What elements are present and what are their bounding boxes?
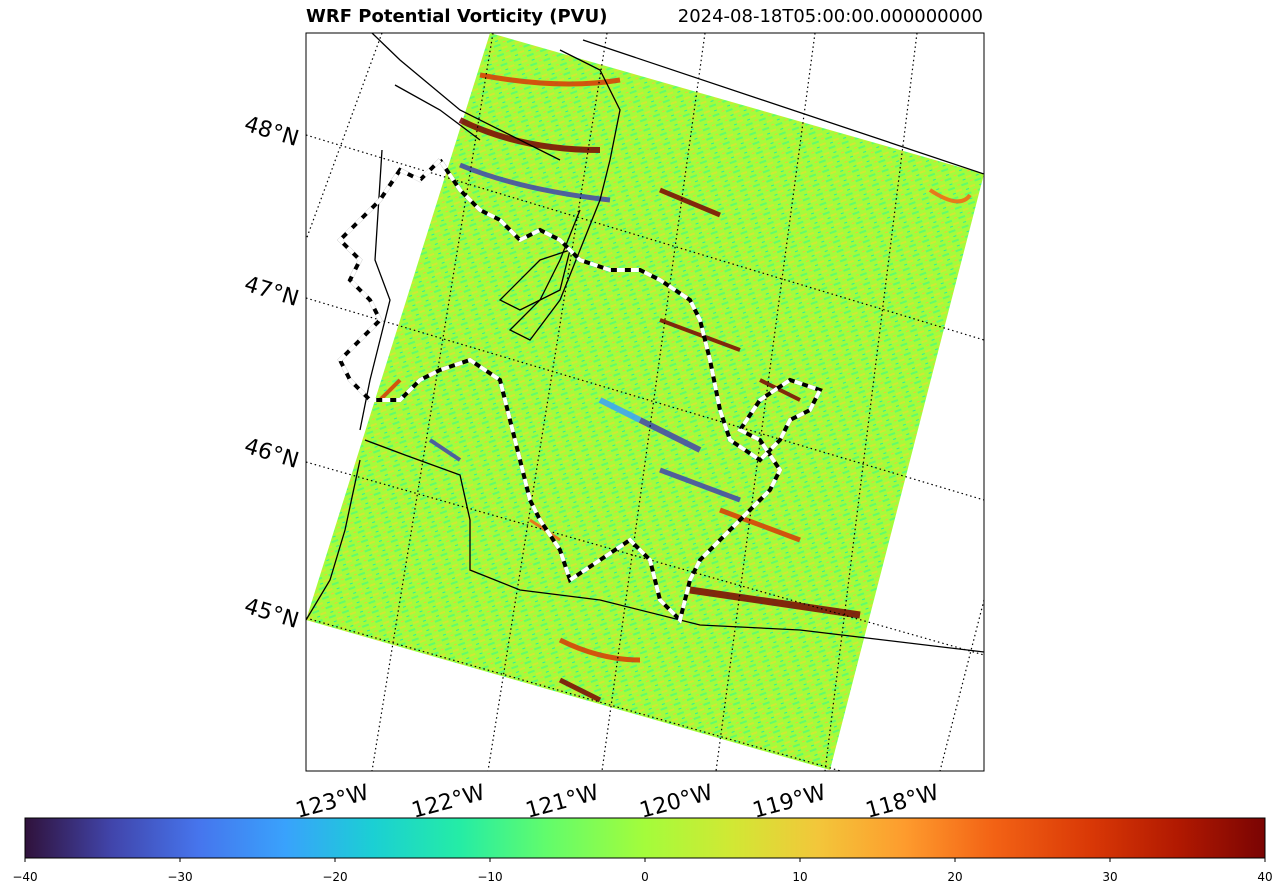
colorbar-tick-label: 10: [792, 870, 807, 884]
lat-label: 45°N: [241, 594, 301, 634]
lat-label: 47°N: [241, 272, 301, 312]
colorbar-tick-label: 40: [1257, 870, 1272, 884]
data-field: [306, 33, 984, 770]
field-features: [378, 72, 972, 703]
lon-label: 123°W: [293, 780, 372, 824]
lat-label: 48°N: [241, 112, 301, 152]
chart-timestamp: 2024-08-18T05:00:00.000000000: [677, 6, 983, 27]
colorbar-ticks: −40 −30 −20 −10 0 10 20 30 40: [12, 858, 1273, 884]
lon-label: 119°W: [750, 780, 829, 824]
chart-title: WRF Potential Vorticity (PVU): [306, 6, 608, 27]
lon-label: 121°W: [523, 780, 602, 824]
colorbar-tick-label: 0: [641, 870, 649, 884]
lon-label: 120°W: [637, 780, 716, 824]
colorbar-tick-label: 30: [1102, 870, 1117, 884]
colorbar-tick-label: −10: [477, 870, 502, 884]
longitude-labels: 123°W 122°W 121°W 120°W 119°W 118°W: [293, 780, 942, 824]
colorbar-tick-label: 20: [947, 870, 962, 884]
colorbar-tick-label: −20: [322, 870, 347, 884]
gridlines: [306, 33, 984, 771]
lon-label: 122°W: [409, 780, 488, 824]
lon-label: 118°W: [863, 780, 942, 824]
lat-label: 46°N: [241, 434, 301, 474]
colorbar: −40 −30 −20 −10 0 10 20 30 40: [12, 817, 1273, 884]
colorbar-tick-label: −40: [12, 870, 37, 884]
colorbar-gradient: [24, 817, 1266, 859]
latitude-labels: 48°N 47°N 46°N 45°N: [241, 112, 301, 634]
colorbar-tick-label: −30: [167, 870, 192, 884]
